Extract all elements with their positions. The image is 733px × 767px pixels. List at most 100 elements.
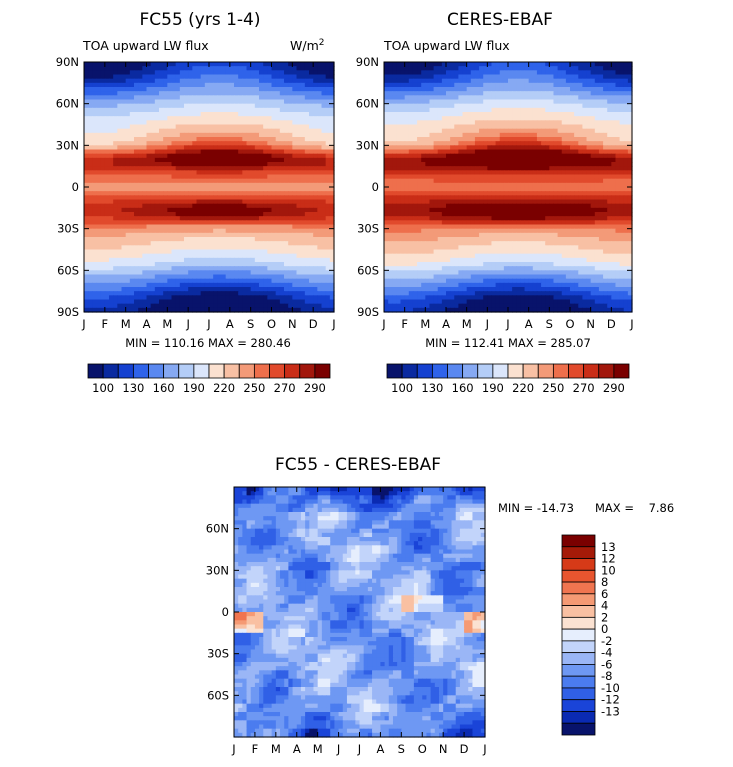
map-cell xyxy=(288,162,293,167)
map-cell xyxy=(179,137,185,142)
map-cell xyxy=(317,95,323,101)
map-cell xyxy=(92,303,98,309)
map-cell xyxy=(159,170,164,176)
map-cell xyxy=(129,249,135,255)
map-cell xyxy=(254,99,260,105)
map-cell xyxy=(225,295,231,301)
map-cell xyxy=(491,145,497,151)
map-cell xyxy=(267,249,273,255)
map-cell xyxy=(200,74,206,80)
map-cell xyxy=(524,124,530,130)
map-cell xyxy=(117,170,123,176)
map-cell xyxy=(259,237,264,242)
map-cell xyxy=(171,262,177,267)
map-cell xyxy=(84,266,89,271)
map-cell xyxy=(213,295,218,301)
map-cell xyxy=(607,91,612,96)
map-cell xyxy=(325,282,331,288)
map-cell xyxy=(109,157,114,163)
map-cell xyxy=(192,307,198,313)
map-cell xyxy=(317,91,323,96)
map-cell xyxy=(92,178,98,184)
map-cell xyxy=(109,132,114,138)
map-cell xyxy=(309,124,314,130)
map-cell xyxy=(437,95,443,101)
map-cell xyxy=(296,253,302,259)
map-cell xyxy=(288,157,293,163)
map-cell xyxy=(321,245,327,251)
map-cell xyxy=(454,149,459,155)
map-cell xyxy=(619,124,625,130)
map-cell xyxy=(84,99,89,105)
map-cell xyxy=(167,149,173,155)
map-cell xyxy=(238,303,243,309)
map-cell xyxy=(454,62,459,67)
map-cell xyxy=(545,82,550,88)
map-cell xyxy=(528,62,534,67)
map-cell xyxy=(234,191,239,196)
map-cell xyxy=(163,137,168,142)
map-cell xyxy=(192,212,198,217)
map-cell xyxy=(474,120,480,126)
map-cell xyxy=(146,203,152,209)
map-cell xyxy=(117,266,123,271)
map-cell xyxy=(125,307,131,313)
map-cell xyxy=(288,116,293,121)
map-cell xyxy=(204,120,210,126)
map-cell xyxy=(134,278,139,284)
map-cell xyxy=(313,153,318,159)
map-cell xyxy=(209,212,214,217)
map-cell xyxy=(570,112,575,117)
map-cell xyxy=(545,95,550,101)
map-cell xyxy=(586,124,592,130)
map-cell xyxy=(213,195,218,201)
map-cell xyxy=(209,291,214,296)
map-cell xyxy=(142,257,148,263)
map-cell xyxy=(279,224,285,230)
map-cell xyxy=(146,307,152,313)
map-cell xyxy=(117,157,123,163)
map-cell xyxy=(167,274,173,280)
map-cell xyxy=(284,245,289,251)
map-cell xyxy=(175,153,181,159)
map-cell xyxy=(313,299,318,305)
map-cell xyxy=(179,141,185,146)
map-cell xyxy=(254,62,260,67)
map-cell xyxy=(296,141,302,146)
map-cell xyxy=(499,120,505,126)
map-cell xyxy=(536,91,542,96)
map-cell xyxy=(304,220,310,226)
map-cell xyxy=(84,241,89,246)
map-cell xyxy=(313,207,318,213)
map-cell xyxy=(196,191,202,196)
map-cell xyxy=(188,141,193,146)
map-cell xyxy=(84,253,89,259)
map-cell xyxy=(462,103,468,109)
map-cell xyxy=(221,116,227,121)
map-cell xyxy=(296,187,302,192)
map-cell xyxy=(425,74,431,80)
map-cell xyxy=(446,132,451,138)
map-cell xyxy=(109,253,114,259)
map-cell xyxy=(246,153,252,159)
map-cell xyxy=(296,232,302,238)
map-cell xyxy=(163,303,168,309)
map-cell xyxy=(154,174,160,180)
map-cell xyxy=(109,224,114,230)
map-cell xyxy=(503,132,509,138)
map-cell xyxy=(175,103,181,109)
map-cell xyxy=(329,95,335,101)
map-cell xyxy=(204,216,210,221)
map-cell xyxy=(615,87,621,92)
map-cell xyxy=(109,191,114,196)
map-cell xyxy=(615,95,621,101)
map-cell xyxy=(179,153,185,159)
map-cell xyxy=(129,291,135,296)
map-cell xyxy=(321,203,327,209)
map-cell xyxy=(225,220,231,226)
map-cell xyxy=(296,207,302,213)
map-cell xyxy=(429,70,435,76)
map-cell xyxy=(238,257,243,263)
map-cell xyxy=(292,116,298,121)
map-cell xyxy=(503,124,509,130)
